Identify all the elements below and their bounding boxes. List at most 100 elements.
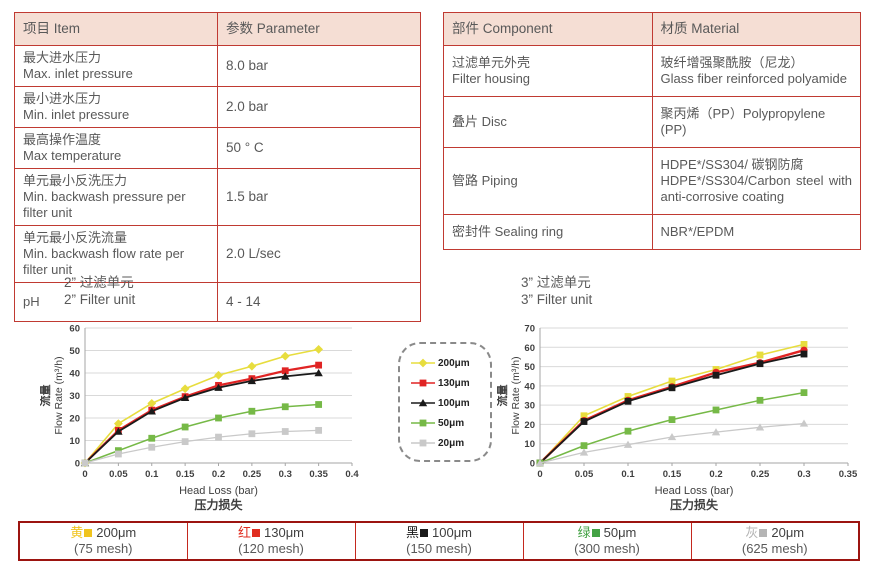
svg-text:0.2: 0.2	[212, 469, 225, 480]
spec-item-zh: 单元最小反洗流量	[23, 230, 128, 245]
mesh-color-char: 红	[237, 525, 251, 540]
table-row: 单元最小反洗流量 Min. backwash flow rate per filt…	[14, 225, 421, 283]
table-row: pH 4 - 14	[14, 282, 421, 322]
spec-header-parameter: 参数 Parameter	[217, 12, 421, 46]
svg-text:0.35: 0.35	[839, 469, 858, 480]
legend-marker-icon	[411, 439, 435, 447]
svg-text:40: 40	[524, 381, 535, 392]
table-row: 叠片 Disc 聚丙烯（PP）Polypropylene (PP)	[443, 96, 861, 148]
spec-value: 8.0 bar	[217, 45, 421, 87]
svg-text:0.25: 0.25	[243, 469, 262, 480]
mesh-count-label: (300 mesh)	[574, 541, 640, 556]
color-square-icon	[759, 529, 768, 537]
flow-chart-2in-block: 2” 过滤单元 2” Filter unit 0 10 20 30 40 50 60 0 0.0…	[40, 274, 412, 514]
svg-text:Head Loss (bar): Head Loss (bar)	[179, 485, 258, 497]
flow-chart-3in: 0 10 20 30 40 50 60 70 0 0.05 0.1 0.15 0.2 0.25 0.3 0.3…	[497, 324, 858, 513]
table-row: 最高操作温度 Max temperature 50 ° C	[14, 127, 421, 169]
svg-text:30: 30	[524, 401, 535, 412]
svg-text:0.4: 0.4	[345, 469, 359, 480]
mesh-color-char: 黄	[70, 525, 84, 540]
color-square-icon	[591, 529, 600, 537]
material-table: 部件 Component 材质 Material 过滤单元外壳 Filter ho…	[443, 12, 861, 250]
svg-text:0.25: 0.25	[751, 469, 770, 480]
spec-item-zh: pH	[23, 294, 40, 309]
table-row: 最大进水压力 Max. inlet pressure 8.0 bar	[14, 45, 421, 87]
mesh-cell: 黄 200μm (75 mesh)	[18, 521, 188, 561]
svg-text:50: 50	[69, 346, 80, 357]
svg-text:10: 10	[524, 439, 535, 450]
legend-label: 50μm	[438, 417, 465, 429]
mesh-size-label: 50μm	[603, 525, 637, 540]
table-header-row: 项目 Item 参数 Parameter	[14, 12, 421, 46]
table-row: 过滤单元外壳 Filter housing 玻纤增强聚酰胺（尼龙） Glass fi…	[443, 45, 861, 97]
svg-text:Head Loss (bar): Head Loss (bar)	[655, 485, 734, 497]
spec-item-en: Min. backwash flow rate per filter unit	[23, 246, 185, 277]
spec-table: 项目 Item 参数 Parameter 最大进水压力 Max. inlet pr…	[14, 12, 421, 322]
chart-legend-box: 200μm 130μm 100μm 50μm 20μm	[398, 342, 492, 462]
legend-marker-icon	[411, 379, 435, 387]
chart-title: 2” 过滤单元 2” Filter unit	[64, 274, 412, 308]
color-square-icon	[420, 529, 428, 537]
spec-value: 1.5 bar	[217, 168, 421, 226]
material-zh: NBR*/EPDM	[660, 224, 735, 239]
material-zh: 玻纤增强聚酰胺（尼龙）	[660, 55, 804, 70]
svg-text:0.2: 0.2	[709, 469, 722, 480]
svg-text:10: 10	[69, 436, 80, 447]
table-row: 最小进水压力 Min. inlet pressure 2.0 bar	[14, 86, 421, 128]
material-en: Glass fiber reinforced polyamide	[660, 71, 847, 86]
legend-marker-icon	[411, 419, 435, 427]
svg-text:0.15: 0.15	[663, 469, 682, 480]
svg-text:70: 70	[524, 324, 535, 335]
material-zh: 聚丙烯（PP）Polypropylene (PP)	[660, 106, 826, 137]
table-row: 管路 Piping HDPE*/SS304/ 碳钢防腐 HDPE*/SS304/C…	[443, 147, 861, 215]
chart-title-zh: 2” 过滤单元	[64, 275, 134, 290]
svg-text:30: 30	[69, 391, 80, 402]
mesh-size-label: 20μm	[771, 525, 805, 540]
chart-title: 3” 过滤单元 3” Filter unit	[521, 274, 871, 308]
legend-label: 200μm	[438, 357, 470, 369]
mesh-cell: 黑 100μm (150 mesh)	[354, 521, 524, 561]
material-en: HDPE*/SS304/Carbon steel with anti-corro…	[660, 173, 853, 204]
svg-text:0.35: 0.35	[309, 469, 328, 480]
svg-text:流量: 流量	[497, 385, 509, 407]
mesh-count-label: (625 mesh)	[741, 541, 808, 556]
mesh-cell: 灰 20μm (625 mesh)	[690, 521, 860, 561]
legend-label: 130μm	[438, 377, 470, 389]
mesh-color-char: 绿	[577, 525, 591, 540]
table-row: 密封件 Sealing ring NBR*/EPDM	[443, 214, 861, 250]
legend-label: 20μm	[438, 437, 465, 449]
spec-item-zh: 单元最小反洗压力	[23, 173, 128, 188]
spec-item-en: Max temperature	[23, 148, 122, 163]
mesh-count-label: (150 mesh)	[406, 541, 472, 556]
component-zh: 密封件 Sealing ring	[452, 224, 564, 239]
legend-marker-icon	[411, 358, 435, 368]
svg-text:20: 20	[69, 414, 80, 425]
svg-text:0.05: 0.05	[109, 469, 128, 480]
color-square-icon	[84, 529, 93, 537]
component-zh: 叠片 Disc	[452, 114, 507, 129]
material-header-material: 材质 Material	[651, 12, 861, 46]
chart-title-zh: 3” 过滤单元	[521, 275, 591, 290]
svg-text:40: 40	[69, 369, 80, 380]
svg-text:50: 50	[524, 362, 535, 373]
svg-text:20: 20	[524, 420, 535, 431]
svg-text:压力损失: 压力损失	[670, 497, 719, 512]
mesh-cell: 绿 50μm (300 mesh)	[522, 521, 692, 561]
legend-marker-icon	[411, 399, 435, 407]
svg-text:0.1: 0.1	[621, 469, 635, 480]
svg-text:0.3: 0.3	[797, 469, 810, 480]
mesh-size-label: 100μm	[432, 525, 473, 540]
mesh-color-char: 灰	[745, 525, 759, 540]
spec-item-zh: 最大进水压力	[23, 50, 102, 65]
mesh-count-label: (120 mesh)	[238, 541, 304, 556]
svg-text:0.1: 0.1	[145, 469, 159, 480]
spec-item-zh: 最高操作温度	[23, 132, 102, 147]
spec-item-en: Min. backwash pressure per filter unit	[23, 189, 186, 220]
legend-item: 130μm	[410, 373, 490, 393]
chart-title-en: 3” Filter unit	[521, 292, 593, 307]
table-header-row: 部件 Component 材质 Material	[443, 12, 861, 46]
material-header-component: 部件 Component	[443, 12, 653, 46]
svg-text:0: 0	[537, 469, 542, 480]
svg-text:压力损失: 压力损失	[194, 497, 243, 512]
svg-text:0: 0	[75, 459, 80, 470]
